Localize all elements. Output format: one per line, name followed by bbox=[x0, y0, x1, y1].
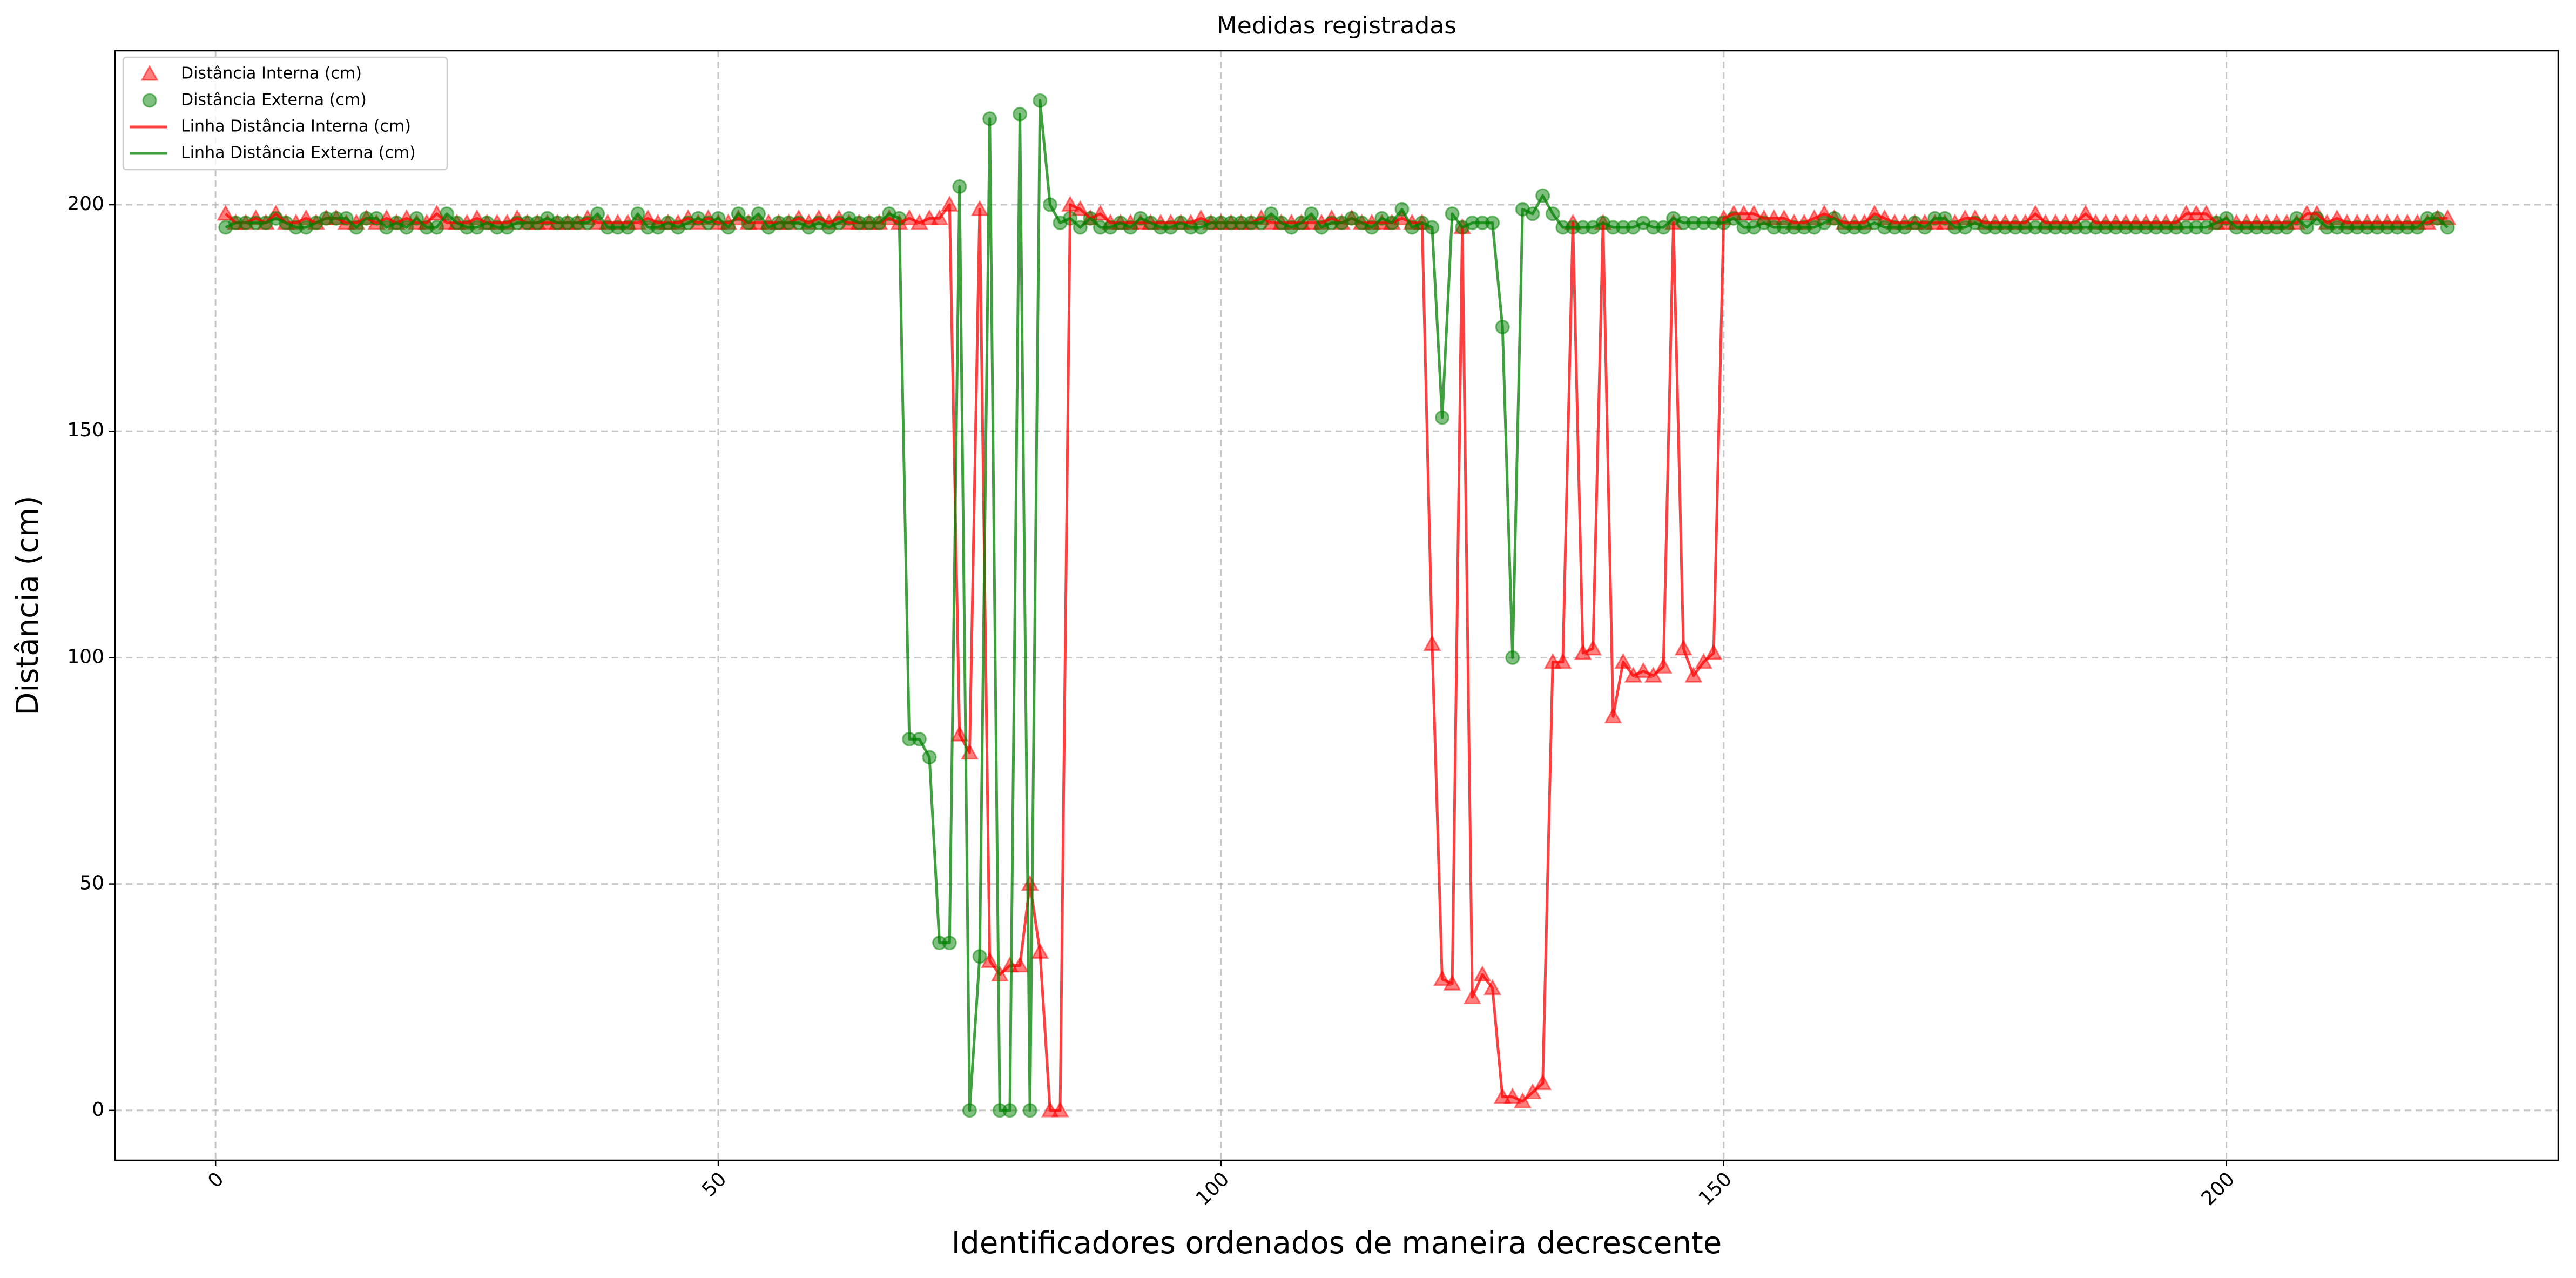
chart-title: Medidas registradas bbox=[1217, 12, 1456, 39]
series-line bbox=[225, 99, 2449, 1112]
legend: Distância Interna (cm) Distância Externa … bbox=[122, 56, 448, 171]
legend-label: Distância Externa (cm) bbox=[181, 91, 367, 110]
legend-label: Linha Distância Interna (cm) bbox=[181, 117, 411, 136]
y-tick-label: 150 bbox=[67, 419, 104, 441]
x-axis-label: Identificadores ordenados de maneira dec… bbox=[952, 1226, 1722, 1261]
y-tick-label: 200 bbox=[67, 193, 104, 215]
legend-marker bbox=[140, 64, 159, 81]
y-tick-label: 50 bbox=[79, 872, 104, 894]
plot-frame bbox=[114, 50, 2559, 1161]
y-axis-label: Distância (cm) bbox=[10, 495, 45, 715]
y-tick-label: 0 bbox=[92, 1099, 104, 1121]
legend-box bbox=[122, 56, 448, 171]
y-tick-label: 100 bbox=[67, 645, 104, 668]
series-line bbox=[225, 203, 2448, 1112]
legend-marker bbox=[142, 93, 157, 108]
legend-label: Linha Distância Externa (cm) bbox=[181, 144, 416, 163]
legend-label: Distância Interna (cm) bbox=[181, 64, 362, 83]
